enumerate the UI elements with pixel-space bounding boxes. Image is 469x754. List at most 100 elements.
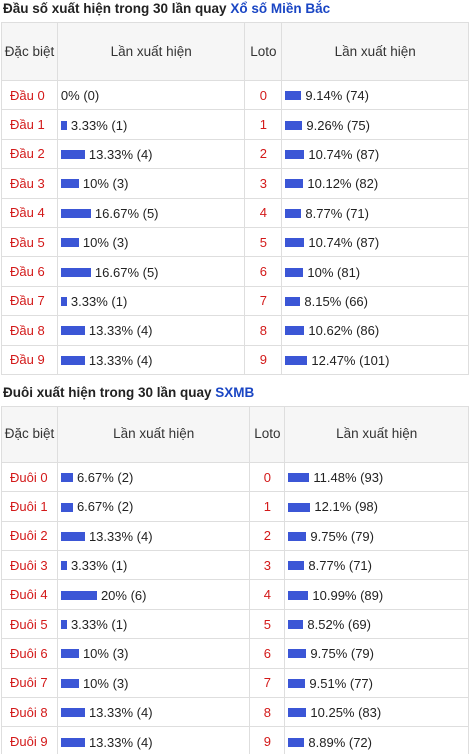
loto-cell: 11.48% (93) [284, 461, 469, 493]
loto-value: 8.52% (69) [307, 617, 371, 633]
loto-cell: 10.62% (86) [281, 315, 469, 346]
header-loto-lan-xuat-hien: Lần xuất hiện [281, 22, 469, 81]
special-value: 3.33% (1) [70, 617, 128, 633]
loto-bar [285, 267, 304, 277]
header-dac-biet: Đặc biệt [1, 22, 58, 81]
special-value: 3.33% (1) [70, 117, 128, 133]
row-label: Đuôi 2 [1, 520, 58, 552]
special-value: 13.33% (4) [88, 734, 153, 750]
special-bar [60, 678, 79, 688]
table-row: Đuôi 0 6.67% (2) 0 11.48% (93) [1, 461, 469, 493]
special-value: 10% (3) [82, 176, 129, 192]
loto-cell: 10% (81) [281, 256, 469, 287]
row-label: Đầu 6 [1, 256, 58, 287]
loto-cell: 9.26% (75) [281, 109, 469, 140]
row-label: Đầu 1 [1, 109, 58, 140]
special-cell: 20% (6) [56, 579, 251, 610]
section-title-dau-text: Đầu số xuất hiện trong 30 lần quay [3, 1, 227, 16]
special-cell: 0% (0) [56, 79, 246, 111]
special-cell: 13.33% (4) [56, 138, 246, 170]
loto-number: 8 [249, 697, 286, 728]
table-row: Đuôi 8 13.33% (4) 8 10.25% (83) [1, 697, 469, 728]
loto-value: 10.74% (87) [308, 235, 380, 251]
loto-number: 6 [244, 256, 283, 287]
special-cell: 13.33% (4) [56, 520, 251, 552]
special-value: 3.33% (1) [70, 293, 128, 309]
loto-bar [288, 473, 310, 483]
loto-cell: 10.74% (87) [281, 226, 469, 258]
section-title-duoi-link[interactable]: SXMB [215, 384, 255, 400]
loto-bar [285, 150, 305, 159]
special-cell: 10% (3) [56, 226, 246, 258]
loto-value: 9.75% (79) [310, 646, 374, 662]
loto-cell: 12.1% (98) [284, 491, 469, 522]
special-cell: 10% (3) [56, 667, 251, 699]
row-label: Đuôi 3 [1, 550, 58, 581]
section-title-dau-link[interactable]: Xổ số Miền Bắc [230, 1, 331, 16]
special-cell: 13.33% (4) [56, 697, 251, 728]
special-bar [60, 150, 85, 159]
special-value: 13.33% (4) [88, 528, 153, 544]
table-row: Đầu 8 13.33% (4) 8 10.62% (86) [1, 315, 469, 346]
loto-cell: 9.51% (77) [284, 667, 469, 699]
loto-number: 6 [249, 638, 286, 669]
special-cell: 6.67% (2) [56, 461, 251, 493]
loto-cell: 8.77% (71) [281, 197, 469, 228]
loto-value: 8.77% (71) [305, 205, 369, 221]
special-value: 20% (6) [100, 587, 147, 603]
section-title-duoi-text: Đuôi xuất hiện trong 30 lần quay [3, 384, 212, 400]
special-value: 10% (3) [82, 646, 129, 662]
loto-value: 12.47% (101) [311, 352, 390, 368]
special-cell: 3.33% (1) [56, 608, 251, 640]
table-row: Đuôi 2 13.33% (4) 2 9.75% (79) [1, 520, 469, 552]
special-bar [60, 296, 67, 306]
loto-number: 2 [249, 520, 286, 552]
table-duoi-body: Đuôi 0 6.67% (2) 0 11.48% (93) Đuôi 1 6.67% (… [1, 461, 469, 754]
special-cell: 3.33% (1) [56, 285, 246, 317]
row-label: Đuôi 0 [1, 461, 58, 493]
loto-number: 4 [249, 579, 286, 610]
loto-value: 10.99% (89) [312, 587, 384, 603]
row-label: Đầu 0 [1, 79, 58, 111]
loto-number: 3 [244, 168, 283, 199]
row-label: Đầu 7 [1, 285, 58, 317]
special-bar [60, 649, 79, 659]
special-bar [60, 179, 79, 189]
special-bar [60, 267, 91, 277]
loto-number: 7 [244, 285, 283, 317]
loto-cell: 9.14% (74) [281, 79, 469, 111]
loto-bar [285, 326, 305, 336]
loto-value: 10.25% (83) [310, 705, 382, 721]
loto-number: 1 [244, 109, 283, 140]
loto-number: 5 [249, 608, 286, 640]
special-value: 3.33% (1) [70, 558, 128, 574]
table-row: Đầu 1 3.33% (1) 1 9.26% (75) [1, 109, 469, 140]
special-cell: 13.33% (4) [56, 726, 251, 754]
loto-value: 10.74% (87) [308, 147, 380, 162]
row-label: Đuôi 4 [1, 579, 58, 610]
loto-cell: 12.47% (101) [281, 344, 469, 375]
loto-bar [285, 238, 305, 248]
special-cell: 10% (3) [56, 638, 251, 669]
special-cell: 3.33% (1) [56, 109, 246, 140]
table-row: Đầu 4 16.67% (5) 4 8.77% (71) [1, 197, 469, 228]
table-row: Đầu 2 13.33% (4) 2 10.74% (87) [1, 138, 469, 170]
special-cell: 3.33% (1) [56, 550, 251, 581]
loto-value: 10.12% (82) [307, 176, 379, 192]
table-row: Đuôi 3 3.33% (1) 3 8.77% (71) [1, 550, 469, 581]
special-cell: 16.67% (5) [56, 197, 246, 228]
loto-number: 2 [244, 138, 283, 170]
loto-value: 9.75% (79) [310, 528, 374, 544]
row-label: Đuôi 6 [1, 638, 58, 669]
loto-bar [288, 737, 305, 747]
special-bar [60, 120, 67, 130]
special-cell: 10% (3) [56, 168, 246, 199]
special-value: 10% (3) [82, 675, 129, 691]
special-value: 13.33% (4) [88, 705, 153, 721]
table-row: Đuôi 6 10% (3) 6 9.75% (79) [1, 638, 469, 669]
loto-cell: 10.12% (82) [281, 168, 469, 199]
table-row: Đầu 0 0% (0) 0 9.14% (74) [1, 79, 469, 111]
special-bar [60, 238, 79, 248]
loto-bar [288, 708, 307, 718]
loto-value: 9.51% (77) [309, 675, 373, 691]
